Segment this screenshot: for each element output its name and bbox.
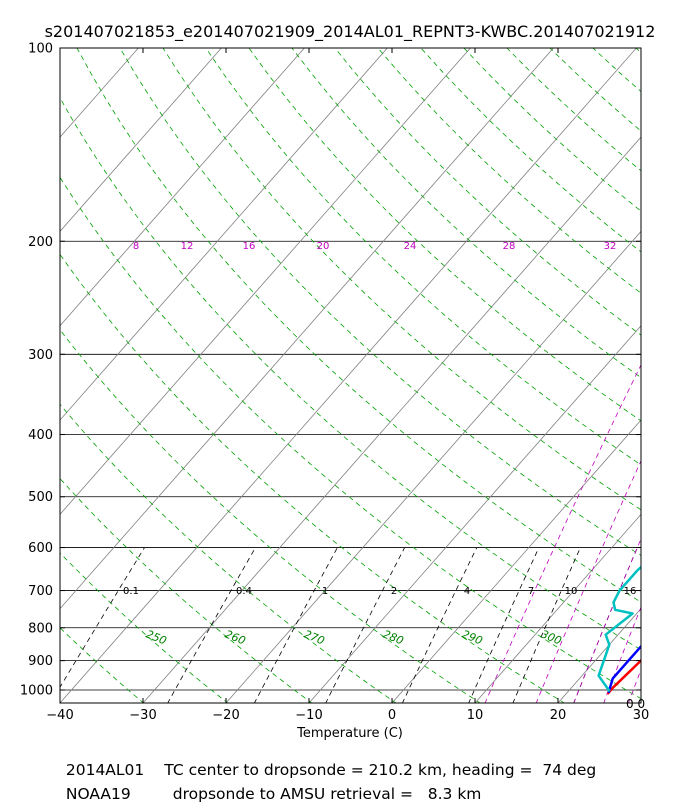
y-tick-label: 500 xyxy=(28,490,53,505)
mixing-ratio-lines xyxy=(50,48,700,704)
dry-adiabat-line xyxy=(0,48,229,704)
mixing-ratio-line xyxy=(574,48,700,704)
y-tick-label: 1000 xyxy=(20,684,53,699)
y-tick-label: 300 xyxy=(28,348,53,363)
y-tick-label: 100 xyxy=(28,42,53,57)
isentrope-label: 280 xyxy=(381,628,405,648)
isotherm-line xyxy=(0,48,221,704)
dry-adiabats xyxy=(0,48,700,704)
dry-adiabat-line xyxy=(206,48,700,704)
mixing-ratio-label: 12 xyxy=(181,241,194,252)
dry-adiabat-line xyxy=(163,48,700,704)
isentrope-label: 300 xyxy=(539,628,563,648)
dry-adiabat-line xyxy=(335,48,700,704)
x-tick-label: 20 xyxy=(550,708,567,723)
isotherm-line xyxy=(0,48,55,704)
isotherm-line xyxy=(557,48,700,704)
x-tick-label: −20 xyxy=(212,708,239,723)
mixing-ratio-line xyxy=(325,548,404,704)
mixing-ratio-label-lower: 7 xyxy=(528,586,534,597)
chart-title: s201407021853_e201407021909_2014AL01_REP… xyxy=(45,22,656,42)
isotherm-line xyxy=(225,48,700,704)
mixing-ratio-line xyxy=(254,548,337,704)
mixing-ratio-label-lower: 16 xyxy=(624,586,637,597)
dry-adiabat-line xyxy=(679,48,700,704)
mixing-ratio-label: 8 xyxy=(133,241,139,252)
y-tick-label: 800 xyxy=(28,621,53,636)
dry-adiabat-line xyxy=(0,48,565,704)
mixing-ratio-line xyxy=(513,548,581,704)
x-tick-label: −30 xyxy=(129,708,156,723)
isentrope-label: 250 xyxy=(144,628,168,648)
series-line-amsu-dewpoint xyxy=(599,280,700,691)
isentrope-label: 260 xyxy=(223,628,247,648)
mixing-ratio-label-lower: 10 xyxy=(565,586,578,597)
sounding-profiles xyxy=(599,48,700,694)
mixing-ratio-label-lower: 4 xyxy=(464,586,470,597)
y-tick-label: 900 xyxy=(28,654,53,669)
dry-adiabat-line xyxy=(34,48,700,704)
y-tick-label: 400 xyxy=(28,428,53,443)
isotherm-line xyxy=(0,48,470,704)
isotherm-line xyxy=(0,48,304,704)
isotherm-line xyxy=(640,48,700,704)
mixing-ratio-label-lower: 0.1 xyxy=(123,586,139,597)
isentrope-label: 270 xyxy=(302,628,326,648)
dry-adiabat-line xyxy=(292,48,700,704)
isotherm-line xyxy=(0,48,553,704)
y-tick-label: 700 xyxy=(28,584,53,599)
caption-satellite: NOAA19 xyxy=(66,785,131,803)
axes: 1002003004005006007008009001000−40−30−20… xyxy=(20,42,649,724)
mixing-ratio-line xyxy=(574,548,638,704)
series-line-dewpoint xyxy=(609,48,700,693)
series-line-amsu-temperature xyxy=(643,212,700,690)
y-tick-label: 200 xyxy=(28,235,53,250)
mixing-ratio-line xyxy=(468,548,539,704)
mixing-ratio-label: 32 xyxy=(604,241,617,252)
x-tick-label: −40 xyxy=(46,708,73,723)
caption-line-2: NOAA19 dropsonde to AMSU retrieval = 8.3 … xyxy=(56,767,481,803)
dry-adiabat-line xyxy=(593,48,700,704)
mixing-ratio-line xyxy=(650,48,700,704)
mixing-ratio-label: 20 xyxy=(317,241,330,252)
caption-retrieval-distance: dropsonde to AMSU retrieval = 8.3 km xyxy=(173,785,482,803)
isotherm-line xyxy=(391,48,700,704)
x-tick-label: 0 xyxy=(388,708,396,723)
mixing-ratio-label: 24 xyxy=(404,241,417,252)
x-tick-label: 10 xyxy=(467,708,484,723)
isobars-isotherms xyxy=(0,48,700,704)
dry-adiabat-line xyxy=(636,48,700,704)
mixing-ratio-label: 16 xyxy=(243,241,256,252)
y-tick-label: 600 xyxy=(28,541,53,556)
mixing-ratio-label-lower: 2 xyxy=(391,586,397,597)
series-line-temperature xyxy=(608,48,700,694)
dry-adiabat-line xyxy=(77,48,700,704)
dry-adiabat-line xyxy=(421,48,700,704)
dry-adiabat-line xyxy=(507,48,700,704)
dry-adiabat-line xyxy=(0,48,144,704)
mixing-ratio-line xyxy=(668,48,700,704)
mixing-ratio-label-lower: 1 xyxy=(322,586,328,597)
mixing-ratio-line xyxy=(402,548,477,704)
plot-frame xyxy=(60,48,641,703)
dry-adiabat-line xyxy=(0,48,60,704)
mixing-ratio-label: 28 xyxy=(503,241,516,252)
isotherm-line xyxy=(59,48,636,704)
x-tick-label: −10 xyxy=(295,708,322,723)
dry-adiabat-line xyxy=(378,48,700,704)
x-tick-label: 30 xyxy=(633,708,650,723)
dry-adiabat-line xyxy=(0,48,481,704)
mixing-ratio-line xyxy=(604,48,700,704)
isotherm-line xyxy=(0,48,387,704)
isentrope-label: 290 xyxy=(460,628,484,648)
x-axis-label: Temperature (C) xyxy=(296,726,403,741)
isotherm-line xyxy=(474,48,700,704)
mixing-ratio-label-lower: 0.4 xyxy=(236,586,252,597)
isotherm-line xyxy=(0,48,138,704)
dry-adiabat-line xyxy=(550,48,700,704)
dry-adiabat-line xyxy=(464,48,700,704)
mixing-ratio-line xyxy=(50,548,144,704)
